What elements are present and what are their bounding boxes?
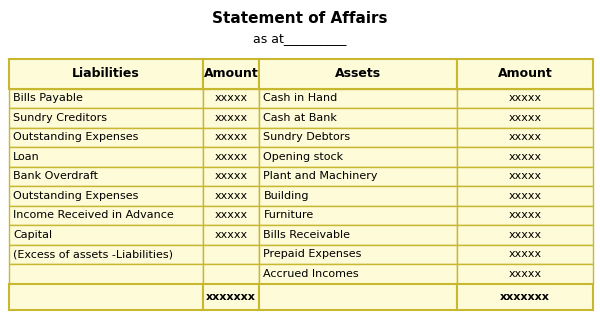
Text: Prepaid Expenses: Prepaid Expenses xyxy=(263,249,362,259)
Text: Cash at Bank: Cash at Bank xyxy=(263,113,337,123)
Text: Bills Receivable: Bills Receivable xyxy=(263,230,350,240)
Text: xxxxx: xxxxx xyxy=(508,113,542,123)
Text: xxxxxxx: xxxxxxx xyxy=(500,292,550,302)
Text: Cash in Hand: Cash in Hand xyxy=(263,93,338,103)
Text: Bank Overdraft: Bank Overdraft xyxy=(13,171,98,181)
Text: Accrued Incomes: Accrued Incomes xyxy=(263,269,359,279)
Text: xxxxx: xxxxx xyxy=(508,132,542,142)
Text: xxxxx: xxxxx xyxy=(214,230,248,240)
Text: xxxxxxx: xxxxxxx xyxy=(206,292,256,302)
Text: Statement of Affairs: Statement of Affairs xyxy=(212,11,388,26)
Text: Assets: Assets xyxy=(335,68,381,80)
Text: xxxxx: xxxxx xyxy=(214,210,248,220)
Text: Outstanding Expenses: Outstanding Expenses xyxy=(13,191,139,201)
Text: Opening stock: Opening stock xyxy=(263,152,344,162)
Text: Plant and Machinery: Plant and Machinery xyxy=(263,171,378,181)
Text: as at__________: as at__________ xyxy=(253,32,347,45)
Text: xxxxx: xxxxx xyxy=(508,230,542,240)
Text: xxxxx: xxxxx xyxy=(214,113,248,123)
Text: Income Received in Advance: Income Received in Advance xyxy=(13,210,174,220)
Text: Capital: Capital xyxy=(13,230,52,240)
Text: xxxxx: xxxxx xyxy=(508,171,542,181)
Text: Building: Building xyxy=(263,191,309,201)
Text: Furniture: Furniture xyxy=(263,210,314,220)
Text: Liabilities: Liabilities xyxy=(72,68,140,80)
Text: xxxxx: xxxxx xyxy=(214,93,248,103)
Text: Amount: Amount xyxy=(203,68,259,80)
Text: Sundry Debtors: Sundry Debtors xyxy=(263,132,350,142)
Text: xxxxx: xxxxx xyxy=(508,152,542,162)
Text: xxxxx: xxxxx xyxy=(214,152,248,162)
Text: Bills Payable: Bills Payable xyxy=(13,93,83,103)
Text: Amount: Amount xyxy=(497,68,553,80)
Text: xxxxx: xxxxx xyxy=(508,191,542,201)
Text: xxxxx: xxxxx xyxy=(508,249,542,259)
Text: xxxxx: xxxxx xyxy=(214,132,248,142)
Text: xxxxx: xxxxx xyxy=(508,269,542,279)
Text: xxxxx: xxxxx xyxy=(214,191,248,201)
Text: xxxxx: xxxxx xyxy=(508,210,542,220)
Text: xxxxx: xxxxx xyxy=(508,93,542,103)
Text: Loan: Loan xyxy=(13,152,40,162)
Text: Outstanding Expenses: Outstanding Expenses xyxy=(13,132,139,142)
Text: Sundry Creditors: Sundry Creditors xyxy=(13,113,107,123)
Text: (Excess of assets -Liabilities): (Excess of assets -Liabilities) xyxy=(13,249,173,259)
Text: xxxxx: xxxxx xyxy=(214,171,248,181)
